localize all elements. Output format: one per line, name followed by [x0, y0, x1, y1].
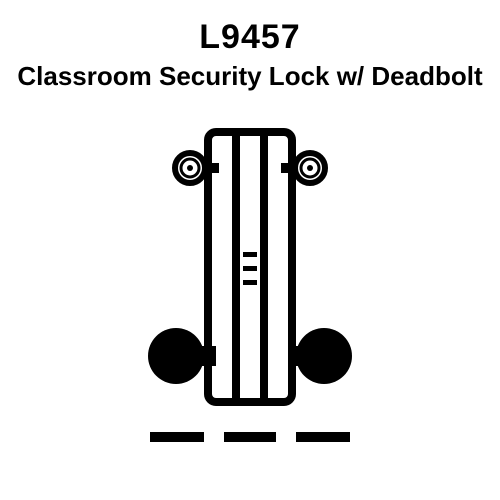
product-subtitle: Classroom Security Lock w/ Deadbolt — [17, 61, 482, 92]
lock-diagram — [90, 102, 410, 462]
model-number: L9457 — [17, 18, 482, 57]
